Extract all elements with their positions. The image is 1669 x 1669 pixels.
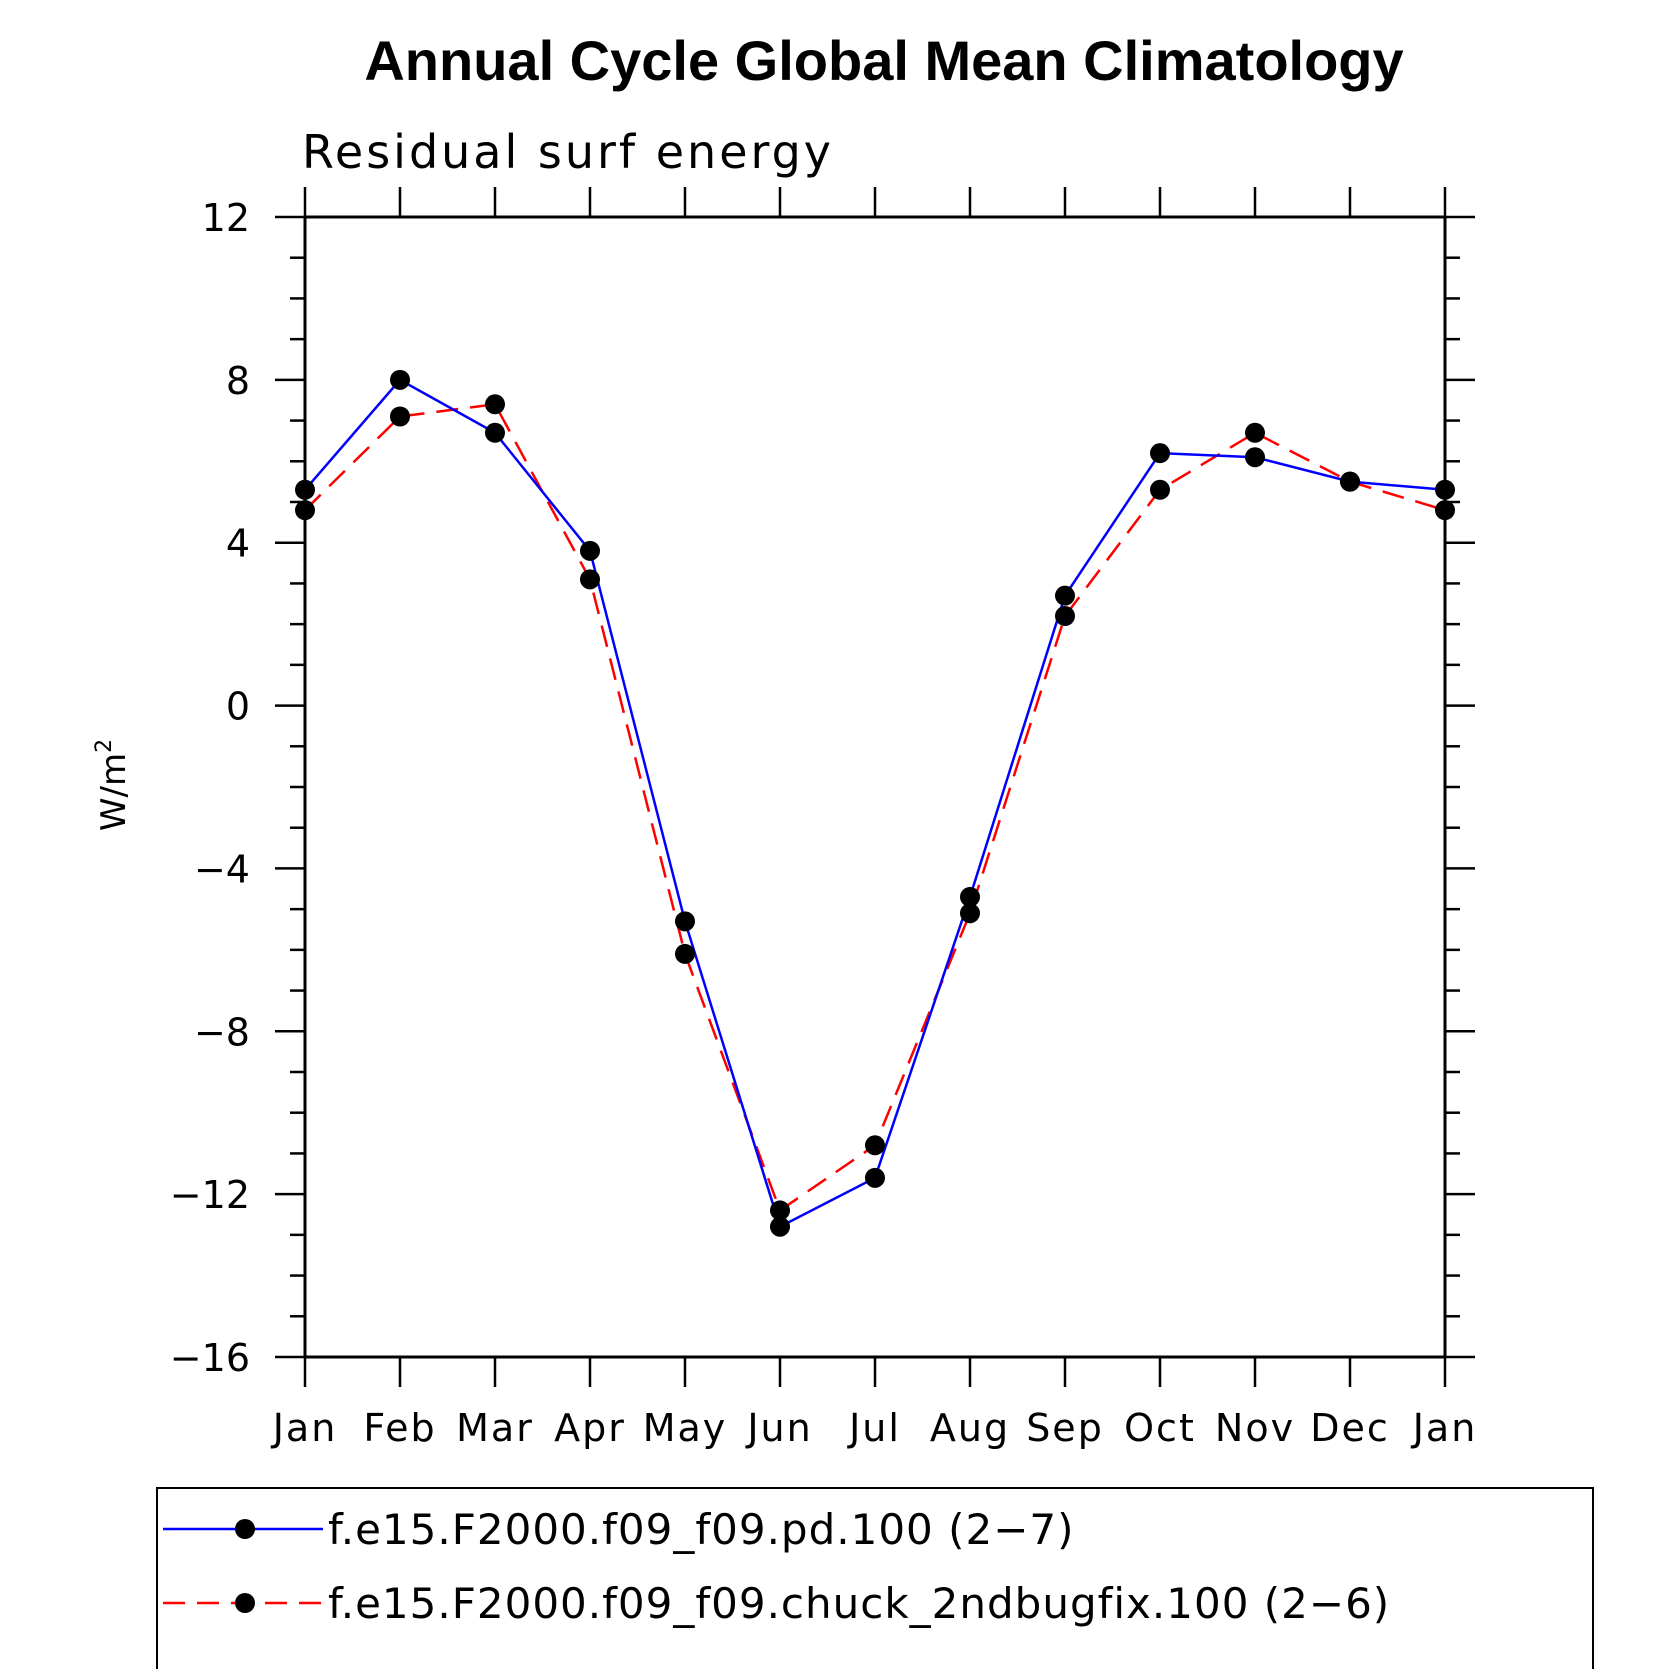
- data-point-series-2: [675, 943, 695, 964]
- y-tick-label: 0: [226, 685, 250, 729]
- data-point-series-2: [1340, 471, 1360, 492]
- data-point-series-2: [485, 394, 505, 415]
- y-tick-label: −16: [170, 1336, 250, 1380]
- x-tick-label: Nov: [1215, 1406, 1295, 1450]
- y-axis-label-superscript: 2: [92, 739, 117, 753]
- data-point-series-1: [485, 422, 505, 443]
- data-point-series-2: [1055, 606, 1075, 626]
- axis-ticks: [275, 187, 1475, 1387]
- y-tick-label: 12: [202, 196, 250, 240]
- y-tick-label: 4: [226, 522, 250, 566]
- chart-title: Annual Cycle Global Mean Climatology: [364, 29, 1403, 92]
- legend-label-1: f.e15.F2000.f09_f09.pd.100 (2−7): [328, 1505, 1075, 1554]
- y-axis-label: W/m2: [92, 739, 134, 831]
- y-tick-label: −4: [194, 847, 250, 891]
- data-point-series-1: [865, 1167, 885, 1188]
- data-point-series-2: [865, 1135, 885, 1156]
- chart-subtitle: Residual surf energy: [302, 125, 834, 179]
- legend: f.e15.F2000.f09_f09.pd.100 (2−7) f.e15.F2…: [156, 1487, 1594, 1669]
- legend-label-2: f.e15.F2000.f09_f09.chuck_2ndbugfix.100 …: [328, 1579, 1390, 1628]
- y-tick-label: −12: [170, 1173, 250, 1217]
- data-point-series-2: [1245, 422, 1265, 443]
- x-tick-label: May: [643, 1406, 728, 1450]
- x-tick-label: Feb: [363, 1406, 436, 1450]
- data-point-series-1: [770, 1216, 790, 1237]
- x-tick-label: Oct: [1124, 1406, 1196, 1450]
- x-tick-label: Apr: [554, 1406, 626, 1450]
- legend-marker-2: [235, 1593, 255, 1613]
- y-tick-label: 8: [226, 359, 250, 403]
- series-markers: [295, 369, 1455, 1237]
- data-point-series-1: [1245, 447, 1265, 468]
- data-point-series-2: [295, 500, 315, 521]
- y-axis-label-text: W/m: [94, 753, 134, 831]
- data-point-series-1: [675, 911, 695, 932]
- series-lines: [304, 378, 1446, 1229]
- data-point-series-1: [1435, 479, 1455, 500]
- data-point-series-1: [960, 886, 980, 907]
- data-point-series-2: [1150, 479, 1170, 500]
- y-tick-labels: 12 8 4 0 −4 −8 −12 −16: [170, 196, 250, 1380]
- data-point-series-1: [1055, 585, 1075, 606]
- svg-text:W/m2: W/m2: [92, 739, 134, 831]
- y-tick-label: −8: [194, 1010, 250, 1054]
- x-tick-label: Aug: [930, 1406, 1010, 1450]
- data-point-series-1: [295, 479, 315, 500]
- legend-box: [156, 1487, 1594, 1669]
- x-tick-label: Mar: [456, 1406, 534, 1450]
- data-point-series-1: [1150, 443, 1170, 464]
- series-line-2: [304, 402, 1446, 1213]
- legend-marker-1: [235, 1519, 255, 1539]
- x-tick-labels: Jan Feb Mar Apr May Jun Jul Aug Sep Oct Nov Dec Jan: [271, 1406, 1478, 1450]
- data-point-series-2: [580, 569, 600, 590]
- series-line-1: [304, 378, 1446, 1229]
- data-point-series-1: [580, 540, 600, 561]
- data-point-series-2: [960, 903, 980, 924]
- x-tick-label: Jan: [271, 1406, 338, 1450]
- data-point-series-2: [1435, 500, 1455, 521]
- x-tick-label: Jan: [1411, 1406, 1478, 1450]
- x-tick-label: Dec: [1310, 1406, 1390, 1450]
- x-tick-label: Sep: [1026, 1406, 1104, 1450]
- x-tick-label: Jun: [745, 1406, 812, 1450]
- x-tick-label: Jul: [847, 1406, 901, 1450]
- data-point-series-2: [390, 406, 410, 427]
- data-point-series-1: [390, 369, 410, 390]
- data-point-series-2: [770, 1200, 790, 1221]
